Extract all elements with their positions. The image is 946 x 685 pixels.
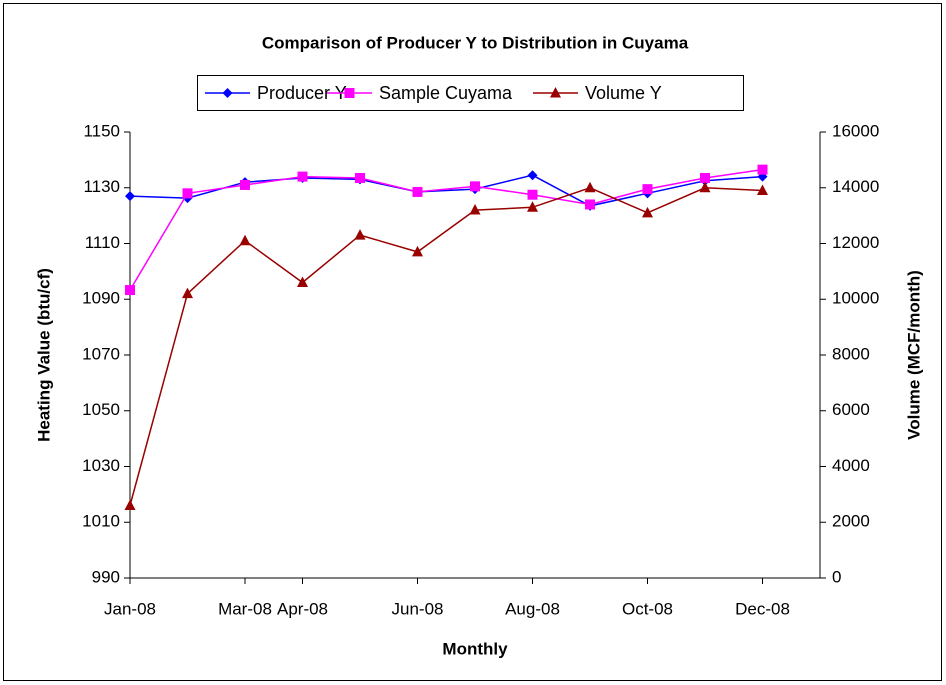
chart-title: Comparison of Producer Y to Distribution… bbox=[262, 33, 689, 52]
marker-triangle bbox=[469, 204, 481, 215]
legend-label: Volume Y bbox=[585, 83, 662, 103]
marker-square bbox=[700, 172, 710, 183]
y2-tick-label: 14000 bbox=[832, 177, 879, 196]
marker-square bbox=[527, 189, 538, 200]
y-tick-label: 990 bbox=[92, 567, 120, 586]
y-tick-label: 1110 bbox=[85, 233, 120, 252]
marker-triangle bbox=[182, 287, 193, 299]
y2-tick-label: 4000 bbox=[832, 456, 870, 475]
marker-square bbox=[240, 179, 250, 190]
x-axis-label: Monthly bbox=[442, 639, 508, 658]
y2-tick-label: 2000 bbox=[832, 512, 870, 531]
marker-square bbox=[355, 172, 365, 183]
marker-triangle bbox=[297, 276, 308, 288]
chart-frame bbox=[3, 3, 942, 681]
marker-triangle bbox=[412, 245, 423, 257]
marker-diamond bbox=[527, 170, 538, 181]
marker-square bbox=[642, 184, 653, 195]
y2-tick-label: 10000 bbox=[832, 289, 879, 308]
marker-square bbox=[125, 285, 135, 296]
series-line bbox=[129, 186, 763, 506]
legend-box bbox=[197, 75, 744, 111]
y2-axis-label: Volume (MCF/month) bbox=[904, 270, 923, 440]
x-tick-label: Dec-08 bbox=[735, 599, 790, 618]
marker-triangle bbox=[124, 499, 136, 511]
legend-label: Sample Cuyama bbox=[379, 83, 513, 103]
marker-triangle bbox=[354, 229, 366, 240]
y2-tick-label: 0 bbox=[832, 567, 841, 586]
marker-triangle bbox=[550, 87, 561, 98]
x-tick-label: Oct-08 bbox=[622, 599, 673, 618]
series-line bbox=[129, 174, 763, 207]
marker-triangle bbox=[699, 181, 711, 193]
marker-triangle bbox=[527, 201, 538, 212]
y2-tick-label: 12000 bbox=[832, 233, 879, 252]
marker-square bbox=[757, 164, 768, 175]
y-tick-label: 1090 bbox=[82, 289, 120, 308]
y2-tick-label: 16000 bbox=[832, 121, 879, 140]
marker-triangle bbox=[642, 206, 653, 218]
y2-tick-label: 8000 bbox=[832, 344, 870, 363]
y-tick-label: 1150 bbox=[83, 121, 120, 140]
y-tick-label: 1070 bbox=[82, 344, 120, 363]
marker-square bbox=[470, 181, 480, 192]
y2-tick-label: 6000 bbox=[832, 400, 870, 419]
x-tick-label: Jan-08 bbox=[104, 599, 156, 618]
x-tick-label: Aug-08 bbox=[505, 599, 560, 618]
marker-square bbox=[585, 199, 595, 210]
marker-diamond bbox=[125, 191, 135, 202]
marker-square bbox=[344, 88, 355, 98]
x-tick-label: Jun-08 bbox=[392, 599, 444, 618]
marker-square bbox=[297, 171, 308, 182]
marker-square bbox=[182, 188, 193, 199]
y-tick-label: 1050 bbox=[82, 400, 120, 419]
marker-triangle bbox=[584, 181, 596, 193]
y-axis-label: Heating Value (btu/cf) bbox=[34, 268, 53, 442]
y-tick-label: 1010 bbox=[82, 512, 120, 531]
legend-label: Producer Y bbox=[257, 83, 347, 103]
series-line bbox=[129, 168, 763, 291]
marker-triangle bbox=[239, 234, 251, 246]
y-tick-label: 1130 bbox=[83, 177, 120, 196]
x-tick-label: Mar-08 bbox=[218, 599, 272, 618]
marker-triangle bbox=[757, 184, 768, 196]
marker-diamond bbox=[222, 88, 233, 98]
x-tick-label: Apr-08 bbox=[277, 599, 328, 618]
y-tick-label: 1030 bbox=[82, 456, 120, 475]
marker-square bbox=[412, 186, 423, 197]
